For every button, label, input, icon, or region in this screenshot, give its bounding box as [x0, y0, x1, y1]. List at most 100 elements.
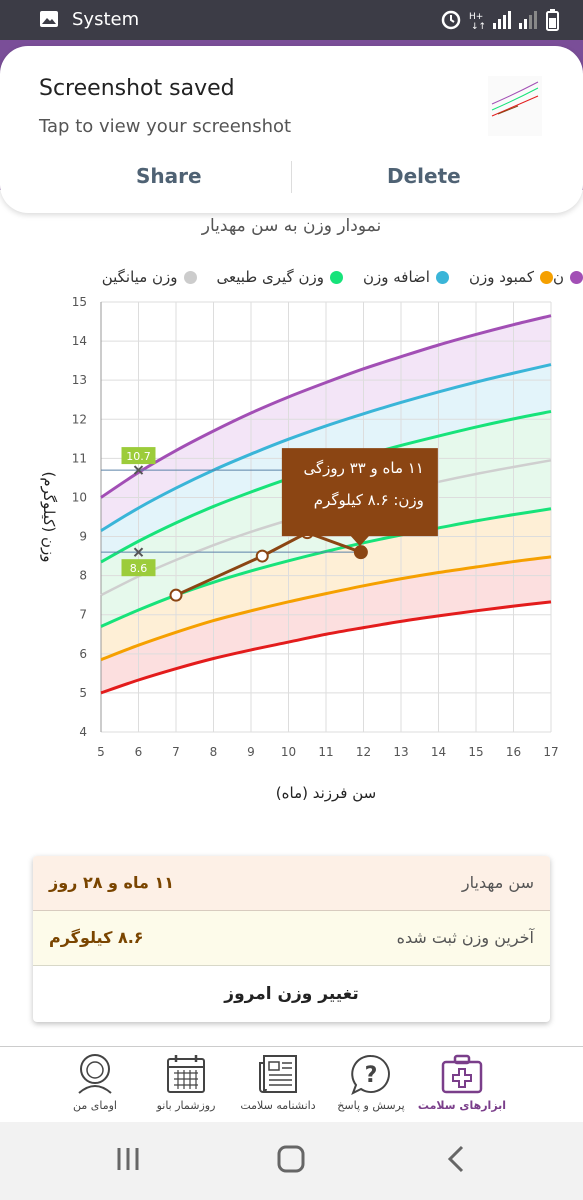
- newspaper-icon: [259, 1055, 297, 1093]
- status-bar: System H+ ↓↑: [0, 0, 583, 40]
- status-icons: H+ ↓↑: [441, 9, 559, 31]
- age-label: سن مهدیار: [461, 873, 534, 892]
- y-tick-label: 5: [79, 686, 87, 700]
- legend-item[interactable]: اضافه وزن: [363, 268, 449, 286]
- tooltip-line-2: وزن: ۸.۶ کیلوگرم: [314, 491, 424, 509]
- svg-text:↓↑: ↓↑: [471, 22, 486, 31]
- x-tick-label: 16: [506, 745, 521, 759]
- screenshot-thumbnail[interactable]: [488, 76, 542, 136]
- bottom-navigation: ابزارهای سلامت ? پرسش و پاسخ دانشنامه سل…: [0, 1046, 583, 1123]
- tooltip-line-1: ۱۱ ماه و ۳۳ روزگی: [303, 459, 423, 477]
- weight-value: ۸.۶ کیلوگرم: [49, 928, 144, 947]
- status-title: System: [72, 9, 140, 30]
- legend-item[interactable]: ن: [553, 268, 583, 286]
- x-tick-label: 11: [318, 745, 333, 759]
- percentile-curve: [100, 314, 552, 499]
- y-tick-label: 13: [72, 373, 87, 387]
- recent-apps-button[interactable]: [114, 1144, 144, 1174]
- home-button[interactable]: [276, 1144, 306, 1174]
- age-row: سن مهدیار ۱۱ ماه و ۲۸ روز: [33, 856, 550, 911]
- y-tick-label: 8: [79, 569, 87, 583]
- nav-encyclopedia-label: دانشنامه سلامت: [240, 1099, 316, 1112]
- share-button[interactable]: Share: [136, 164, 202, 188]
- reference-badge: [121, 447, 156, 465]
- x-tick-label: 13: [393, 745, 408, 759]
- calendar-icon: [167, 1055, 205, 1093]
- legend-dot: [570, 271, 583, 284]
- woman-avatar-icon: [78, 1054, 112, 1094]
- legend-item[interactable]: کمبود وزن: [469, 268, 553, 286]
- x-tick-label: 6: [135, 745, 143, 759]
- nav-calendar-label: روزشمار بانو: [156, 1099, 216, 1112]
- legend-dot: [329, 271, 343, 284]
- delete-button[interactable]: Delete: [387, 164, 461, 188]
- notification-divider: [291, 161, 292, 193]
- child-weight-point[interactable]: [353, 545, 368, 560]
- legend-label: اضافه وزن: [362, 268, 430, 286]
- child-weight-point[interactable]: [255, 549, 269, 563]
- y-tick-label: 12: [72, 412, 87, 426]
- y-tick-label: 9: [79, 530, 87, 544]
- nav-qa[interactable]: ? پرسش و پاسخ: [321, 1053, 421, 1112]
- legend-label: وزن گیری طبیعی: [216, 268, 324, 286]
- percentile-curve: [100, 555, 552, 662]
- chart-title: نمودار وزن به سن مهدیار: [201, 216, 382, 236]
- y-tick-label: 15: [72, 295, 87, 309]
- reference-label: 10.7: [126, 450, 151, 463]
- nav-qa-label: پرسش و پاسخ: [337, 1099, 405, 1112]
- legend-label: کمبود وزن: [468, 268, 534, 286]
- chart-legend: ن کمبود وزن اضافه وزن وزن گیری طبیعی وزن میا…: [82, 268, 583, 286]
- nav-encyclopedia[interactable]: دانشنامه سلامت: [228, 1053, 328, 1112]
- legend-label: ن: [552, 268, 564, 286]
- x-tick-label: 15: [468, 745, 483, 759]
- y-tick-label: 14: [72, 334, 87, 348]
- reference-marker: [133, 465, 144, 475]
- nav-my-profile[interactable]: اومای من: [45, 1053, 145, 1112]
- child-weight-line: [175, 531, 362, 597]
- x-axis-title: سن فرزند (ماه): [276, 784, 376, 802]
- nav-health-tools[interactable]: ابزارهای سلامت: [412, 1053, 512, 1112]
- gallery-icon: [40, 11, 58, 27]
- y-tick-label: 4: [79, 725, 87, 739]
- nav-health-tools-label: ابزارهای سلامت: [417, 1099, 507, 1112]
- tooltip-box: [281, 448, 438, 547]
- x-tick-label: 12: [356, 745, 371, 759]
- x-tick-label: 5: [97, 745, 105, 759]
- nav-my-profile-label: اومای من: [73, 1099, 117, 1112]
- reference-label: 8.6: [130, 562, 148, 575]
- y-tick-label: 11: [72, 451, 87, 465]
- x-tick-label: 17: [543, 745, 558, 759]
- info-card: سن مهدیار ۱۱ ماه و ۲۸ روز آخرین وزن ثبت …: [33, 856, 550, 1022]
- legend-item[interactable]: وزن گیری طبیعی: [217, 268, 343, 286]
- weight-row: آخرین وزن ثبت شده ۸.۶ کیلوگرم: [33, 911, 550, 966]
- system-navigation-bar: [0, 1122, 583, 1200]
- first-aid-kit-icon: [441, 1054, 483, 1094]
- y-axis-title: وزن (کیلوگرم): [40, 471, 58, 562]
- svg-text:?: ?: [365, 1063, 378, 1088]
- x-tick-label: 10: [281, 745, 296, 759]
- notification-subtitle: Tap to view your screenshot: [39, 116, 292, 137]
- y-tick-label: 10: [72, 490, 87, 504]
- change-weight-button[interactable]: تغییر وزن امروز: [224, 984, 359, 1004]
- child-weight-point[interactable]: [169, 588, 183, 602]
- reference-marker: [133, 547, 144, 557]
- nav-calendar[interactable]: روزشمار بانو: [136, 1053, 236, 1112]
- y-tick-label: 6: [79, 647, 87, 661]
- x-tick-label: 8: [210, 745, 218, 759]
- legend-item[interactable]: وزن میانگین: [102, 268, 197, 286]
- screenshot-notification[interactable]: Screenshot saved Tap to view your screen…: [0, 46, 583, 213]
- x-tick-label: 7: [172, 745, 180, 759]
- reference-badge: [121, 559, 156, 577]
- percentile-curve: [100, 363, 552, 532]
- legend-dot: [435, 271, 449, 284]
- legend-dot: [183, 271, 197, 284]
- back-button[interactable]: [442, 1144, 472, 1174]
- legend-dot: [539, 271, 553, 284]
- y-tick-label: 7: [79, 608, 87, 622]
- percentile-curve: [100, 600, 552, 695]
- question-bubble-icon: ?: [351, 1054, 390, 1095]
- x-tick-label: 9: [247, 745, 255, 759]
- legend-label: وزن میانگین: [101, 268, 178, 286]
- weight-label: آخرین وزن ثبت شده: [396, 928, 534, 947]
